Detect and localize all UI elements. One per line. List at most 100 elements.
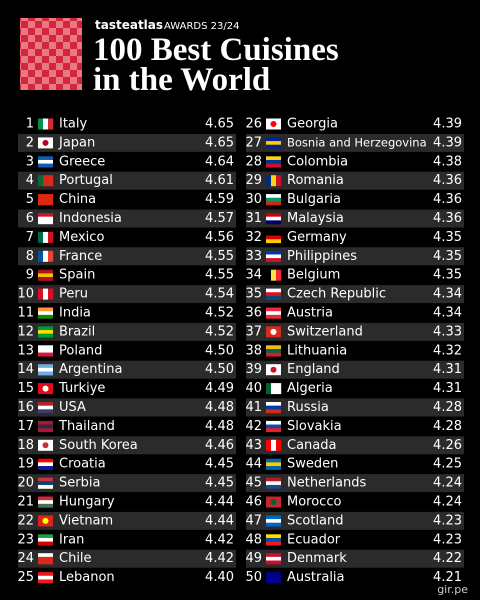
cuisine-name: Poland: [59, 343, 102, 358]
flag-stripe: [266, 522, 281, 527]
flag-stripe: [38, 572, 53, 576]
flag-stripe: [38, 345, 53, 350]
rank: 44: [245, 457, 262, 472]
flag: [38, 515, 53, 527]
flag-emblem: [42, 517, 49, 524]
flag-stripe: [266, 462, 281, 467]
ranking-row: 43 Canada 4.26: [245, 436, 464, 455]
flag: [38, 553, 53, 565]
flag-stripe: [43, 118, 49, 130]
rank: 20: [17, 476, 34, 491]
flag-stripe: [266, 220, 281, 225]
rank: 37: [245, 324, 262, 339]
rating: 4.36: [433, 173, 462, 188]
flag: [38, 364, 53, 376]
flag-stripe: [38, 269, 53, 274]
ranking-row: 37 Switzerland 4.33: [245, 322, 464, 341]
flag-stripe: [266, 194, 281, 198]
cuisine-name: England: [287, 362, 340, 377]
flag-stripe: [38, 534, 53, 539]
flag-stripe: [266, 572, 281, 576]
flag-stripe: [38, 556, 53, 561]
flag-stripe: [271, 175, 277, 187]
rank: 45: [245, 476, 262, 491]
flag-emblem: [270, 121, 277, 127]
rank: 12: [17, 324, 34, 339]
flag-stripe: [276, 383, 282, 395]
cuisine-name: Argentina: [59, 362, 122, 377]
flag-stripe: [276, 269, 282, 281]
rank: 14: [17, 362, 34, 377]
flag-stripe: [266, 269, 272, 281]
flag-stripe: [38, 500, 53, 505]
rank: 40: [245, 381, 262, 396]
rank: 22: [17, 513, 34, 528]
rank: 50: [245, 570, 262, 585]
flag-stripe: [48, 175, 54, 187]
flag-stripe: [43, 288, 49, 300]
flag-stripe: [266, 420, 281, 425]
ranking-row: 9 Spain 4.55: [26, 268, 234, 283]
cuisine-name: Malaysia: [287, 211, 344, 226]
flag-stripe: [38, 156, 53, 161]
cuisine-name: Colombia: [287, 154, 348, 169]
flag: [38, 269, 53, 281]
rank: 8: [26, 249, 34, 264]
flag: [266, 137, 281, 149]
flag-stripe: [38, 402, 53, 406]
flag-stripe: [266, 439, 272, 451]
rank: 42: [245, 419, 262, 434]
ranking-row: 42 Slovakia 4.28: [245, 419, 462, 434]
ranking-row: 21 Hungary 4.44: [17, 495, 234, 510]
ranking-row: 44 Sweden 4.25: [245, 457, 462, 472]
cuisine-name: Russia: [287, 400, 329, 415]
flag-stripe: [266, 515, 281, 520]
rank: 18: [17, 438, 34, 453]
row-stripe: [18, 209, 236, 228]
row-stripe: [246, 360, 464, 379]
rating: 4.64: [205, 154, 234, 169]
rank: 27: [245, 135, 262, 150]
rank: 6: [26, 211, 34, 226]
rating: 4.33: [433, 324, 462, 339]
row-stripe: [18, 322, 236, 341]
cuisine-name: Switzerland: [287, 324, 363, 339]
rank: 4: [26, 173, 34, 188]
flag: [38, 118, 54, 130]
flag: [266, 175, 282, 187]
rating: 4.65: [205, 117, 234, 132]
ranking-row: 27 Bosnia and Herzegovina 4.39: [245, 133, 464, 152]
flag-stripe: [266, 235, 281, 240]
rating: 4.55: [205, 249, 234, 264]
cuisine-name: Peru: [59, 287, 88, 302]
flag-stripe: [38, 201, 53, 206]
rating: 4.54: [205, 287, 234, 302]
rating: 4.39: [433, 135, 462, 150]
rank: 35: [245, 287, 262, 302]
ranking-row: 4 Portugal 4.61: [18, 171, 236, 190]
cuisine-name: Algeria: [287, 381, 333, 396]
cuisine-name: Romania: [287, 173, 344, 188]
flag: [266, 194, 281, 206]
rating: 4.26: [433, 438, 462, 453]
flag: [38, 420, 53, 433]
flag-stripe: [38, 371, 53, 376]
ranking-row: 22 Vietnam 4.44: [17, 511, 236, 530]
flag-stripe: [48, 118, 54, 130]
flag: [38, 496, 53, 508]
rating: 4.28: [433, 419, 462, 434]
rating: 4.48: [205, 400, 234, 415]
flag-stripe: [38, 326, 53, 331]
ranking-row: 34 Belgium 4.35: [245, 268, 462, 283]
flag-stripe: [266, 466, 281, 470]
rank: 49: [245, 551, 262, 566]
cuisine-name: Sweden: [287, 457, 338, 472]
rating: 4.42: [205, 551, 234, 566]
rank: 16: [17, 400, 34, 415]
ranking-row: 1 Italy 4.65: [26, 117, 234, 132]
flag-stripe: [38, 197, 53, 202]
rank: 38: [245, 343, 262, 358]
rank: 3: [26, 154, 34, 169]
rank: 24: [17, 551, 34, 566]
